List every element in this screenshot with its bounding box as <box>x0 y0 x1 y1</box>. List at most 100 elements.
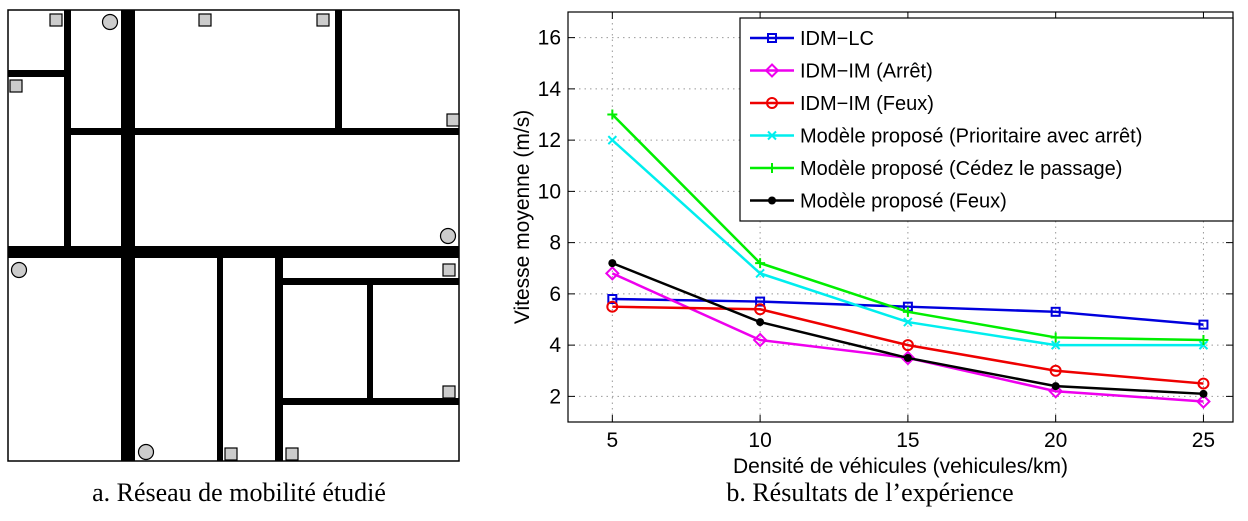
series-4 <box>607 109 1209 345</box>
data-point <box>901 339 914 352</box>
square-node-icon <box>316 13 330 27</box>
legend-label: Modèle proposé (Cédez le passage) <box>800 158 1122 180</box>
road-vertical-top-right <box>335 10 342 130</box>
data-point <box>607 294 618 304</box>
y-tick-label: 2 <box>549 385 561 408</box>
y-tick-label: 6 <box>549 283 561 306</box>
x-tick-label: 5 <box>606 429 618 452</box>
data-point <box>1050 332 1061 343</box>
data-point <box>606 300 619 313</box>
legend-box <box>739 17 1234 222</box>
data-point <box>755 258 766 269</box>
square-node-icon <box>442 263 456 277</box>
square-node-icon <box>285 447 299 461</box>
road-vertical-main <box>121 10 135 461</box>
y-tick-label: 10 <box>538 180 561 203</box>
series-2 <box>606 300 1210 390</box>
road-horizontal-top-left <box>8 70 66 77</box>
data-point <box>1199 389 1208 398</box>
chart-legend: IDM−LC IDM−IM (Arrêt) IDM−IM (Feux) Modèle … <box>739 17 1234 222</box>
legend-label: IDM−IM (Arrêt) <box>800 61 933 83</box>
legend-item: Modèle proposé (Cédez le passage) <box>750 158 1122 180</box>
x-tick-label: 20 <box>1044 429 1067 452</box>
legend-label: IDM−LC <box>800 28 874 50</box>
legend-marker <box>767 130 777 141</box>
road-vertical-lower-inner <box>367 285 373 400</box>
x-tick-label: 25 <box>1192 429 1215 452</box>
y-tick-label: 16 <box>538 27 561 50</box>
caption-chart: b. Résultats de l’expérience <box>726 478 1014 507</box>
legend-marker <box>767 163 777 173</box>
x-tick-label: 15 <box>896 429 919 452</box>
data-point <box>1050 306 1061 317</box>
map-border <box>7 9 460 462</box>
square-node-icon <box>442 385 456 399</box>
mobility-network-map <box>7 9 460 462</box>
data-point <box>1196 394 1211 409</box>
y-tick-label: 4 <box>549 334 561 357</box>
data-point <box>1197 377 1210 390</box>
series-5 <box>608 259 1208 398</box>
square-node-icon <box>198 13 212 27</box>
square-node-icon <box>446 113 460 127</box>
legend-item: IDM−IM (Feux) <box>750 93 934 115</box>
data-point <box>1048 383 1064 399</box>
data-point <box>1198 335 1209 345</box>
data-point <box>755 268 765 279</box>
data-point <box>607 109 618 120</box>
circle-node-icon <box>101 13 119 31</box>
legend-marker <box>768 196 776 205</box>
speed-density-chart: 5 10 15 20 25 2 4 6 8 10 12 14 16 Densité de véhicul… <box>511 11 1234 478</box>
circle-node-icon <box>10 261 28 279</box>
series-line <box>612 305 1204 385</box>
legend-item: IDM−LC <box>750 28 874 50</box>
data-point <box>607 135 618 145</box>
data-point <box>754 303 767 316</box>
data-point <box>752 332 768 348</box>
data-point <box>903 317 913 327</box>
legend-label: Modèle proposé (Prioritaire avec arrêt) <box>800 126 1142 148</box>
data-point <box>902 306 913 317</box>
y-tick-label: 8 <box>549 232 561 255</box>
series-line <box>612 297 1204 326</box>
legend-label: IDM−IM (Feux) <box>800 93 934 115</box>
chart-series <box>604 109 1211 409</box>
square-node-icon <box>9 79 23 93</box>
legend-item: Modèle proposé (Feux) <box>750 191 1007 213</box>
data-point <box>608 259 617 268</box>
y-tick-label: 12 <box>538 129 561 152</box>
caption-map: a. Réseau de mobilité étudié <box>92 478 386 507</box>
road-vertical-lower-right <box>275 256 283 461</box>
map-markers <box>9 13 460 461</box>
road-horizontal-lower-1 <box>283 278 459 285</box>
circle-node-icon <box>439 227 457 245</box>
x-axis-label: Densité de véhicules (vehicules/km) <box>733 455 1068 478</box>
data-point <box>1049 364 1062 377</box>
data-point <box>1198 340 1209 350</box>
legend-marker <box>767 33 777 43</box>
data-point <box>604 265 620 281</box>
data-point <box>756 318 765 327</box>
legend-item: Modèle proposé (Prioritaire avec arrêt) <box>750 126 1142 148</box>
data-point <box>1050 340 1061 350</box>
series-3 <box>607 135 1209 350</box>
roads <box>8 10 459 461</box>
legend-item: IDM−IM (Arrêt) <box>750 61 933 83</box>
data-point <box>903 353 912 362</box>
y-tick-label: 14 <box>538 78 562 101</box>
road-horizontal-upper <box>64 128 459 135</box>
data-point <box>1198 319 1209 330</box>
road-horizontal-main <box>8 246 459 258</box>
legend-marker <box>764 63 780 78</box>
data-point <box>755 296 766 307</box>
road-vertical-lower-thin <box>217 246 223 461</box>
legend-label: Modèle proposé (Feux) <box>800 191 1007 213</box>
y-axis-label: Vitesse moyenne (m/s) <box>511 110 534 324</box>
square-node-icon <box>224 447 238 461</box>
data-point <box>1051 382 1060 391</box>
square-node-icon <box>49 13 63 27</box>
road-horizontal-lower-2 <box>283 398 459 405</box>
legend-marker <box>766 97 778 109</box>
x-tick-label: 10 <box>748 429 771 452</box>
circle-node-icon <box>137 443 155 461</box>
